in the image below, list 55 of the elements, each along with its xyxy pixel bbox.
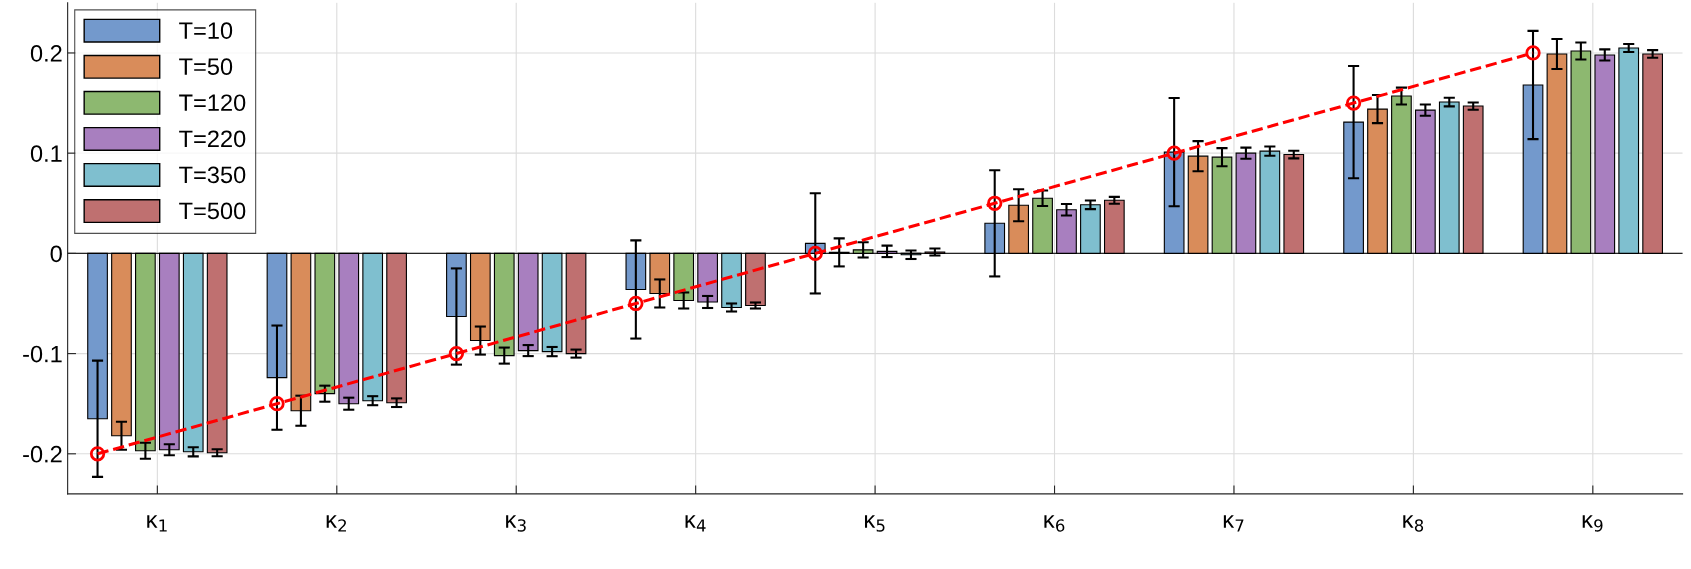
y-tick-label: -0.2 — [23, 445, 62, 463]
x-tick-label: κ$_{8}$ — [1403, 515, 1424, 532]
legend-label: T=50 — [179, 58, 233, 76]
bar — [338, 252, 360, 405]
point — [448, 345, 465, 362]
x-tick-label: κ$_{7}$ — [1223, 515, 1244, 532]
bar — [1642, 53, 1664, 254]
x-tick-label: κ$_{9}$ — [1582, 515, 1603, 532]
bar — [565, 252, 587, 355]
x-tick-label: κ$_{2}$ — [326, 515, 346, 532]
bar — [1080, 204, 1101, 254]
y-tick-label: -0.1 — [23, 345, 62, 363]
bar — [1438, 101, 1460, 254]
bar — [362, 252, 384, 402]
bar — [1103, 199, 1125, 254]
legend-label: T=120 — [179, 94, 246, 112]
y-tick-label: 0.2 — [30, 45, 62, 62]
point — [628, 295, 644, 312]
bar — [1594, 54, 1616, 254]
point — [1345, 95, 1362, 111]
legend-label: T=10 — [179, 22, 233, 39]
bar — [182, 252, 204, 453]
bar — [386, 252, 407, 404]
bar — [745, 252, 766, 307]
bar — [1283, 154, 1305, 254]
point — [89, 446, 106, 462]
bar — [876, 250, 898, 254]
bar — [541, 252, 563, 353]
legend-label: T=350 — [179, 166, 246, 184]
bar — [1056, 209, 1077, 254]
legend-label: T=500 — [179, 202, 246, 220]
point — [269, 396, 285, 412]
point — [1166, 145, 1182, 161]
x-tick-label: κ$_{4}$ — [685, 515, 706, 532]
bar — [517, 252, 539, 352]
y-tick-label: 0.1 — [30, 145, 62, 162]
bar — [206, 252, 228, 454]
bar — [1462, 105, 1484, 254]
bar — [697, 252, 718, 303]
point — [1525, 45, 1541, 61]
legend-label: T=220 — [179, 130, 246, 148]
bar — [1259, 150, 1281, 254]
bar — [158, 252, 180, 451]
point — [987, 195, 1003, 211]
bar — [1618, 47, 1640, 254]
bar — [721, 252, 742, 309]
y-tick-label: 0 — [50, 245, 62, 263]
bar — [1414, 109, 1436, 254]
x-tick-label: κ$_{5}$ — [865, 515, 885, 532]
bar — [1391, 95, 1412, 254]
x-tick-label: κ$_{3}$ — [506, 515, 526, 532]
x-tick-label: κ$_{6}$ — [1044, 515, 1065, 532]
point — [807, 245, 823, 262]
x-tick-label: κ$_{1}$ — [147, 515, 167, 532]
bar — [1235, 152, 1257, 254]
